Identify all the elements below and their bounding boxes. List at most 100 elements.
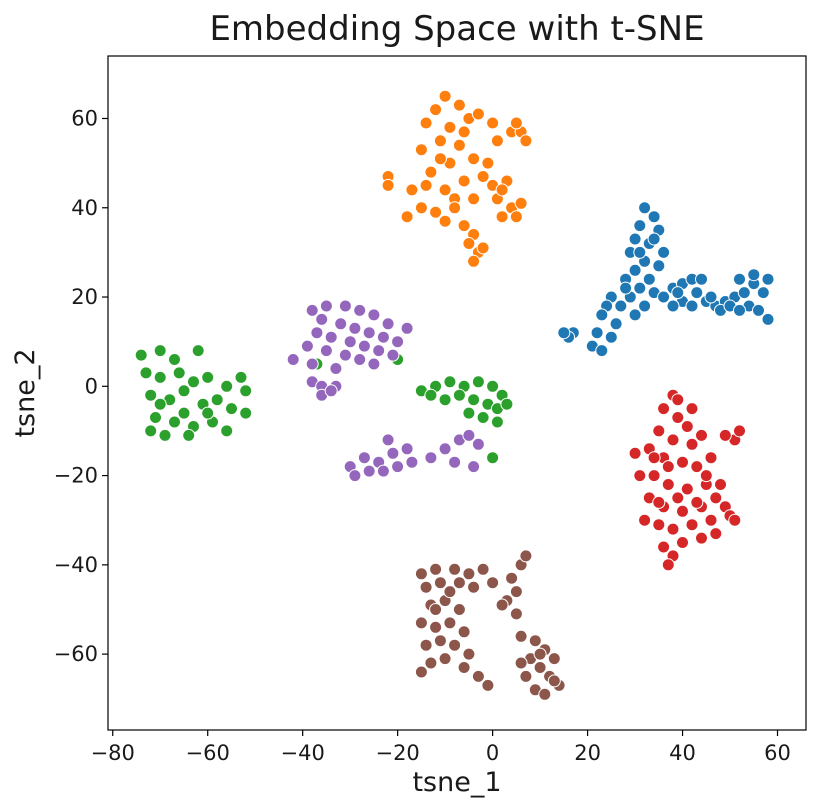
scatter-point — [476, 411, 490, 424]
scatter-point — [709, 527, 723, 541]
scatter-point — [168, 415, 181, 429]
scatter-point — [381, 317, 395, 331]
scatter-point — [595, 308, 609, 322]
scatter-point — [652, 495, 666, 509]
scatter-point — [590, 326, 604, 340]
scatter-point — [452, 576, 466, 590]
scatter-point — [486, 576, 500, 590]
scatter-point — [153, 370, 167, 384]
scatter-point — [300, 339, 314, 353]
scatter-point — [695, 272, 708, 286]
scatter-point — [614, 299, 628, 313]
scatter-point — [756, 286, 770, 300]
scatter-point — [652, 259, 666, 273]
x-tick-label: −80 — [91, 741, 135, 765]
scatter-point — [495, 598, 509, 612]
scatter-point — [752, 303, 765, 317]
scatter-point — [638, 513, 652, 527]
scatter-point — [690, 460, 704, 474]
scatter-point — [666, 522, 680, 536]
scatter-point — [429, 103, 443, 117]
scatter-point — [367, 308, 381, 322]
scatter-point — [595, 344, 609, 358]
scatter-point — [438, 89, 452, 103]
scatter-point — [433, 576, 447, 590]
scatter-point — [685, 437, 699, 451]
scatter-point — [381, 178, 395, 192]
scatter-point — [467, 393, 481, 407]
scatter-point — [676, 504, 689, 518]
scatter-point — [144, 388, 158, 402]
scatter-point — [438, 393, 452, 407]
scatter-point — [661, 478, 675, 491]
scatter-point — [324, 384, 338, 398]
scatter-point — [419, 580, 433, 594]
scatter-point — [685, 518, 699, 532]
scatter-point — [685, 402, 699, 416]
scatter-point — [348, 321, 362, 335]
scatter-point — [348, 469, 362, 483]
scatter-point — [471, 669, 485, 683]
scatter-point — [519, 669, 533, 683]
scatter-point — [695, 428, 708, 442]
scatter-point — [433, 152, 447, 166]
scatter-point — [761, 272, 775, 286]
scatter-point — [462, 237, 476, 250]
scatter-point — [642, 272, 656, 286]
y-tick-label: 0 — [85, 374, 98, 398]
scatter-point — [433, 634, 447, 648]
scatter-point — [676, 536, 689, 549]
scatter-point — [471, 375, 485, 389]
scatter-point — [609, 317, 623, 331]
scatter-point — [704, 290, 718, 304]
scatter-point — [191, 344, 205, 358]
scatter-point — [680, 482, 694, 496]
scatter-point — [182, 428, 196, 442]
x-tick-label: 40 — [669, 741, 696, 765]
scatter-point — [139, 366, 153, 380]
scatter-point — [647, 451, 661, 465]
scatter-point — [343, 335, 357, 349]
scatter-point — [628, 308, 642, 322]
scatter-point — [414, 567, 428, 581]
x-tick-label: 60 — [764, 741, 791, 765]
scatter-point — [486, 379, 500, 393]
scatter-point — [234, 370, 248, 384]
scatter-point — [201, 370, 215, 384]
scatter-point — [324, 330, 338, 344]
x-tick-label: −20 — [375, 741, 419, 765]
scatter-point — [357, 451, 371, 465]
scatter-point — [201, 406, 215, 420]
scatter-point — [462, 647, 476, 661]
scatter-point — [514, 196, 528, 210]
scatter-point — [172, 366, 186, 380]
scatter-point — [448, 562, 462, 576]
scatter-point — [457, 625, 471, 639]
scatter-point — [144, 424, 158, 438]
scatter-point — [467, 460, 481, 474]
scatter-point — [704, 451, 718, 465]
scatter-point — [391, 460, 405, 474]
scatter-point — [429, 603, 443, 616]
scatter-point — [376, 330, 390, 344]
scatter-point — [519, 549, 533, 563]
scatter-point — [362, 464, 376, 478]
scatter-point — [467, 192, 481, 206]
scatter-point — [538, 687, 552, 701]
scatter-point — [509, 210, 523, 224]
scatter-point — [239, 384, 253, 398]
scatter-point — [647, 210, 661, 224]
scatter-point — [448, 638, 462, 652]
scatter-point — [286, 353, 300, 366]
scatter-point — [443, 375, 457, 389]
scatter-point — [443, 616, 457, 630]
scatter-point — [424, 451, 438, 465]
scatter-point — [638, 299, 652, 313]
scatter-point — [414, 616, 428, 630]
scatter-point — [419, 638, 433, 652]
x-tick-label: 20 — [574, 741, 601, 765]
scatter-point — [467, 580, 481, 594]
scatter-point — [495, 183, 509, 197]
y-tick-label: −20 — [54, 464, 98, 488]
scatter-point — [400, 321, 414, 335]
